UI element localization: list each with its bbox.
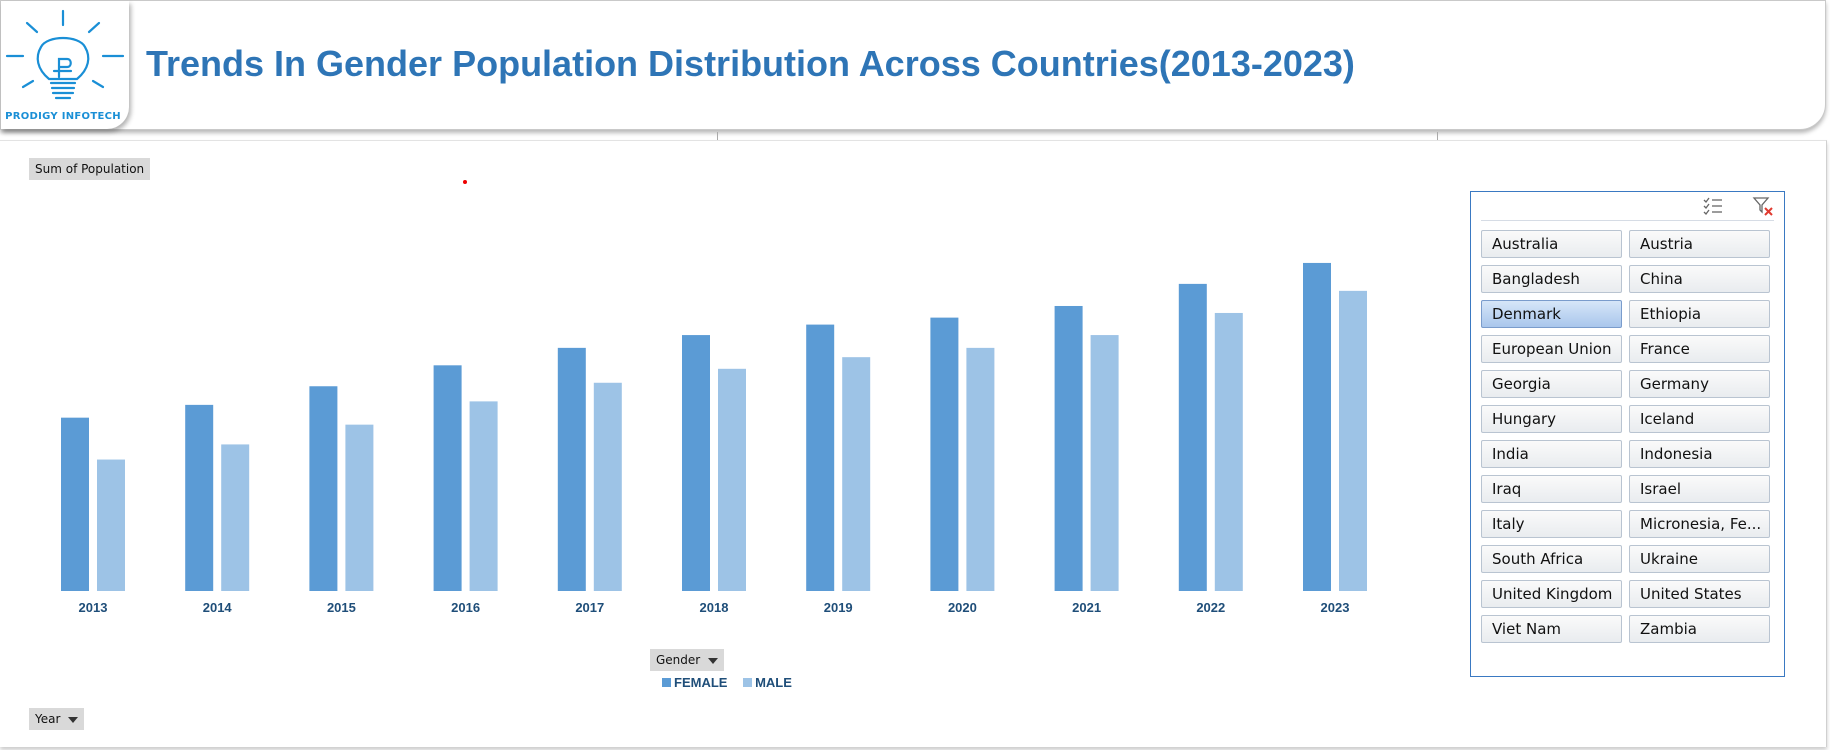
values-field-button[interactable]: Sum of Population — [29, 158, 151, 180]
x-tick-label: 2015 — [327, 600, 356, 615]
x-tick-label: 2016 — [451, 600, 480, 615]
gender-field-button[interactable]: Gender — [650, 649, 725, 671]
x-tick-label: 2014 — [203, 600, 233, 615]
x-tick-label: 2017 — [575, 600, 604, 615]
bar-male-2022 — [1214, 312, 1243, 591]
bar-female-2017 — [557, 347, 586, 591]
slicer-item[interactable]: Zambia — [1629, 615, 1770, 643]
slicer-item[interactable]: Iceland — [1629, 405, 1770, 433]
slicer-item[interactable]: Bangladesh — [1481, 265, 1622, 293]
slicer-item[interactable]: France — [1629, 335, 1770, 363]
legend-label-male: MALE — [755, 675, 792, 690]
bar-male-2018 — [718, 368, 746, 591]
slicer-item[interactable]: Hungary — [1481, 405, 1622, 433]
x-tick-label: 2021 — [1072, 600, 1101, 615]
population-bar-chart: 2013 2014 2015 2016 2017 2018 2019 2020 2021 2022… — [61, 262, 1367, 615]
bar-male-2023 — [1339, 290, 1367, 591]
clear-filter-icon[interactable] — [1752, 196, 1774, 216]
bar-female-2022 — [1178, 283, 1207, 591]
x-tick-label: 2022 — [1196, 600, 1225, 615]
bar-male-2017 — [593, 382, 622, 591]
slicer-item[interactable]: Denmark — [1481, 300, 1622, 328]
year-field-label: Year — [35, 712, 61, 726]
chart-area: Sum of Population 2013 2014 2015 2016 2017 20… — [0, 140, 1827, 747]
legend-item-female: FEMALE — [662, 675, 727, 690]
bar-male-2014 — [221, 444, 250, 591]
bar-female-2018 — [682, 335, 710, 591]
page-title: Trends In Gender Population Distribution… — [146, 43, 1355, 84]
chevron-down-icon — [68, 716, 79, 723]
bar-male-2013 — [97, 459, 125, 591]
slicer-item[interactable]: South Africa — [1481, 545, 1622, 573]
legend-swatch-male — [743, 678, 753, 687]
bar-female-2020 — [930, 317, 959, 591]
page-mark — [1437, 132, 1438, 140]
year-field-button[interactable]: Year — [29, 708, 85, 730]
slicer-item[interactable]: Ukraine — [1629, 545, 1770, 573]
x-tick-label: 2023 — [1321, 600, 1350, 615]
chevron-down-icon — [708, 657, 719, 664]
x-tick-label: 2020 — [948, 600, 977, 615]
bar-male-2019 — [842, 357, 871, 591]
chart-legend: FEMALE MALE — [662, 675, 804, 690]
lightbulb-icon — [5, 9, 125, 100]
red-dot-mark — [463, 180, 467, 184]
slicer-item[interactable]: Israel — [1629, 475, 1770, 503]
legend-label-female: FEMALE — [674, 675, 728, 690]
multi-select-icon[interactable] — [1702, 196, 1724, 216]
bar-male-2021 — [1090, 335, 1119, 591]
bar-female-2014 — [185, 404, 214, 591]
slicer-item[interactable]: Germany — [1629, 370, 1770, 398]
legend-item-male: MALE — [743, 675, 792, 690]
slicer-item[interactable]: Australia — [1481, 230, 1622, 258]
slicer-item[interactable]: Austria — [1629, 230, 1770, 258]
x-tick-label: 2013 — [79, 600, 108, 615]
slicer-item[interactable]: Iraq — [1481, 475, 1622, 503]
dashboard-header: PRODIGY INFOTECH Trends In Gender Popula… — [0, 0, 1826, 130]
slicer-item[interactable]: Italy — [1481, 510, 1622, 538]
slicer-item[interactable]: United Kingdom — [1481, 580, 1622, 608]
slicer-toolbar — [1481, 196, 1774, 221]
slicer-item[interactable]: Georgia — [1481, 370, 1622, 398]
slicer-item[interactable]: India — [1481, 440, 1622, 468]
slicer-item[interactable]: United States — [1629, 580, 1770, 608]
gender-field-label: Gender — [656, 653, 701, 667]
slicer-item[interactable]: Indonesia — [1629, 440, 1770, 468]
bar-female-2021 — [1054, 305, 1083, 591]
slicer-item[interactable]: Micronesia, Fe... — [1629, 510, 1770, 538]
page-mark — [717, 132, 718, 140]
company-logo: PRODIGY INFOTECH — [1, 1, 129, 129]
slicer-item[interactable]: Viet Nam — [1481, 615, 1622, 643]
slicer-item[interactable]: European Union — [1481, 335, 1622, 363]
slicer-item[interactable]: Ethiopia — [1629, 300, 1770, 328]
country-slicer: Australia Austria Bangladesh China Denmark Et… — [1470, 191, 1785, 677]
bar-female-2015 — [309, 386, 338, 591]
bar-male-2020 — [966, 347, 995, 591]
bar-male-2015 — [345, 424, 374, 591]
bar-female-2023 — [1303, 262, 1331, 591]
bar-female-2016 — [433, 365, 462, 591]
bar-male-2016 — [469, 401, 498, 591]
logo-text: PRODIGY INFOTECH — [5, 111, 121, 122]
bar-female-2019 — [806, 324, 835, 591]
x-tick-label: 2018 — [700, 600, 729, 615]
legend-swatch-female — [662, 678, 671, 687]
slicer-item[interactable]: China — [1629, 265, 1770, 293]
x-tick-label: 2019 — [824, 600, 853, 615]
bar-female-2013 — [61, 417, 89, 591]
